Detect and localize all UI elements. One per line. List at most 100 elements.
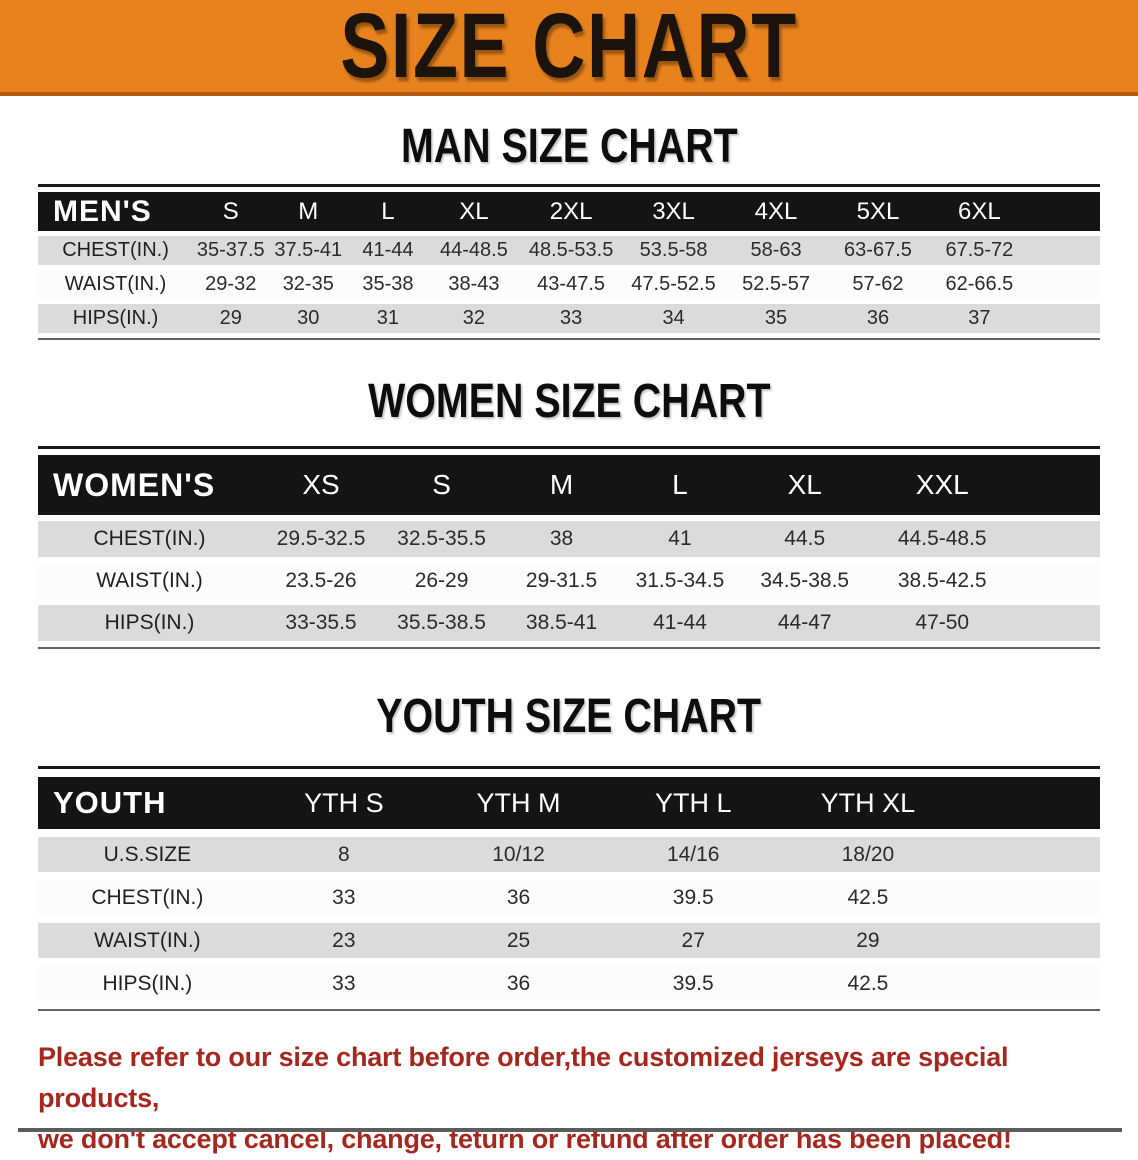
- header-row: WOMEN'S XS S M L XL XXL: [38, 455, 1100, 515]
- table-row: U.S.SIZE 8 10/12 14/16 18/20: [38, 837, 1100, 872]
- bottom-edge-line: [18, 1128, 1122, 1132]
- size-cell: 53.5-58: [622, 236, 726, 265]
- column-header: 6XL: [928, 192, 1030, 231]
- row-label: HIPS(IN.): [38, 304, 194, 333]
- table-row: WAIST(IN.) 23.5-26 26-29 29-31.5 31.5-34.5 34…: [38, 563, 1100, 599]
- table-row: HIPS(IN.) 29 30 31 32 33 34 35 36 37: [38, 304, 1100, 333]
- table-row: HIPS(IN.) 33-35.5 35.5-38.5 38.5-41 41-44 44-…: [38, 605, 1100, 641]
- column-header: L: [621, 455, 739, 515]
- women-size-table: WOMEN'S XS S M L XL XXL CHEST(IN.) 29.5-32.5 32.5…: [38, 449, 1100, 647]
- size-cell: 29.5-32.5: [261, 521, 382, 557]
- size-cell: 36: [827, 304, 929, 333]
- size-cell: 34.5-38.5: [738, 563, 871, 599]
- filler-cell: [1013, 455, 1100, 515]
- size-cell: 34: [622, 304, 726, 333]
- men-size-section: MAN SIZE CHART MEN'S S M L XL 2XL 3XL 4XL 5XL 6XL…: [0, 123, 1138, 340]
- column-header: XS: [261, 455, 382, 515]
- size-cell: 38-43: [427, 270, 521, 299]
- size-cell: 33: [256, 880, 431, 915]
- size-cell: 62-66.5: [928, 270, 1030, 299]
- table-row: WAIST(IN.) 23 25 27 29: [38, 923, 1100, 958]
- size-cell: 8: [256, 837, 431, 872]
- women-size-section: WOMEN SIZE CHART WOMEN'S XS S M L XL XXL CHEST(…: [0, 378, 1138, 649]
- size-cell: 44-48.5: [427, 236, 521, 265]
- table-row: WAIST(IN.) 29-32 32-35 35-38 38-43 43-47.5 47.…: [38, 270, 1100, 299]
- size-cell: 42.5: [780, 966, 956, 1001]
- column-header: 5XL: [827, 192, 929, 231]
- size-cell: 36: [430, 880, 607, 915]
- size-cell: 39.5: [606, 880, 781, 915]
- header-row: MEN'S S M L XL 2XL 3XL 4XL 5XL 6XL: [38, 192, 1100, 231]
- size-cell: 44.5-48.5: [870, 521, 1014, 557]
- filler-cell: [1013, 563, 1100, 599]
- size-cell: 14/16: [606, 837, 781, 872]
- table-row: CHEST(IN.) 29.5-32.5 32.5-35.5 38 41 44.5 44.5…: [38, 521, 1100, 557]
- row-label: WAIST(IN.): [38, 923, 257, 958]
- youth-size-section: YOUTH SIZE CHART YOUTH YTH S YTH M YTH L YTH…: [0, 693, 1138, 1011]
- men-table-wrapper: MEN'S S M L XL 2XL 3XL 4XL 5XL 6XL CHEST(IN.) 35-37…: [38, 184, 1100, 340]
- women-section-heading: WOMEN SIZE CHART: [367, 375, 771, 428]
- table-corner-label: WOMEN'S: [38, 455, 262, 515]
- page-title: SIZE CHART: [340, 0, 798, 97]
- size-cell: 58-63: [725, 236, 827, 265]
- size-cell: 47-50: [870, 605, 1014, 641]
- row-label: HIPS(IN.): [38, 605, 262, 641]
- row-label: CHEST(IN.): [38, 236, 194, 265]
- size-cell: 41-44: [348, 236, 428, 265]
- table-row: CHEST(IN.) 35-37.5 37.5-41 41-44 44-48.5 48.5…: [38, 236, 1100, 265]
- header-row: YOUTH YTH S YTH M YTH L YTH XL: [38, 777, 1100, 829]
- column-header: L: [348, 192, 428, 231]
- size-cell: 27: [606, 923, 781, 958]
- size-cell: 44-47: [738, 605, 871, 641]
- size-cell: 41: [621, 521, 739, 557]
- size-cell: 33: [520, 304, 623, 333]
- size-cell: 48.5-53.5: [520, 236, 623, 265]
- notice-line-1: Please refer to our size chart before or…: [38, 1042, 1009, 1113]
- table-row: CHEST(IN.) 33 36 39.5 42.5: [38, 880, 1100, 915]
- column-header: S: [193, 192, 269, 231]
- size-cell: 52.5-57: [725, 270, 827, 299]
- column-header: XXL: [870, 455, 1014, 515]
- size-cell: 29: [780, 923, 956, 958]
- column-header: XL: [427, 192, 521, 231]
- size-cell: 23: [256, 923, 431, 958]
- size-cell: 35.5-38.5: [381, 605, 503, 641]
- table-corner-label: MEN'S: [38, 192, 194, 231]
- row-label: HIPS(IN.): [38, 966, 257, 1001]
- size-cell: 31.5-34.5: [621, 563, 739, 599]
- row-label: WAIST(IN.): [38, 270, 194, 299]
- size-cell: 33: [256, 966, 431, 1001]
- column-header: XL: [738, 455, 871, 515]
- size-cell: 38: [502, 521, 622, 557]
- filler-cell: [955, 837, 1100, 872]
- size-cell: 42.5: [780, 880, 956, 915]
- column-header: M: [268, 192, 349, 231]
- size-cell: 25: [430, 923, 607, 958]
- size-cell: 39.5: [606, 966, 781, 1001]
- column-header: S: [381, 455, 503, 515]
- women-table-wrapper: WOMEN'S XS S M L XL XXL CHEST(IN.) 29.5-32.5 32.5…: [38, 446, 1100, 649]
- table-corner-label: YOUTH: [38, 777, 257, 829]
- column-header: YTH XL: [780, 777, 956, 829]
- size-cell: 31: [348, 304, 428, 333]
- men-size-table: MEN'S S M L XL 2XL 3XL 4XL 5XL 6XL CHEST(IN.) 35-37…: [38, 187, 1100, 338]
- row-label: WAIST(IN.): [38, 563, 262, 599]
- filler-cell: [1013, 521, 1100, 557]
- row-label: CHEST(IN.): [38, 880, 257, 915]
- men-section-heading: MAN SIZE CHART: [400, 120, 738, 173]
- size-cell: 30: [268, 304, 349, 333]
- column-header: 4XL: [725, 192, 827, 231]
- size-cell: 32: [427, 304, 521, 333]
- size-cell: 18/20: [780, 837, 956, 872]
- filler-cell: [1029, 304, 1100, 333]
- column-header: YTH L: [606, 777, 781, 829]
- row-label: CHEST(IN.): [38, 521, 262, 557]
- size-cell: 38.5-42.5: [870, 563, 1014, 599]
- size-cell: 32.5-35.5: [381, 521, 503, 557]
- size-cell: 35-38: [348, 270, 428, 299]
- filler-cell: [1029, 192, 1100, 231]
- size-cell: 37.5-41: [268, 236, 349, 265]
- filler-cell: [1013, 605, 1100, 641]
- size-cell: 29-31.5: [502, 563, 622, 599]
- filler-cell: [1029, 270, 1100, 299]
